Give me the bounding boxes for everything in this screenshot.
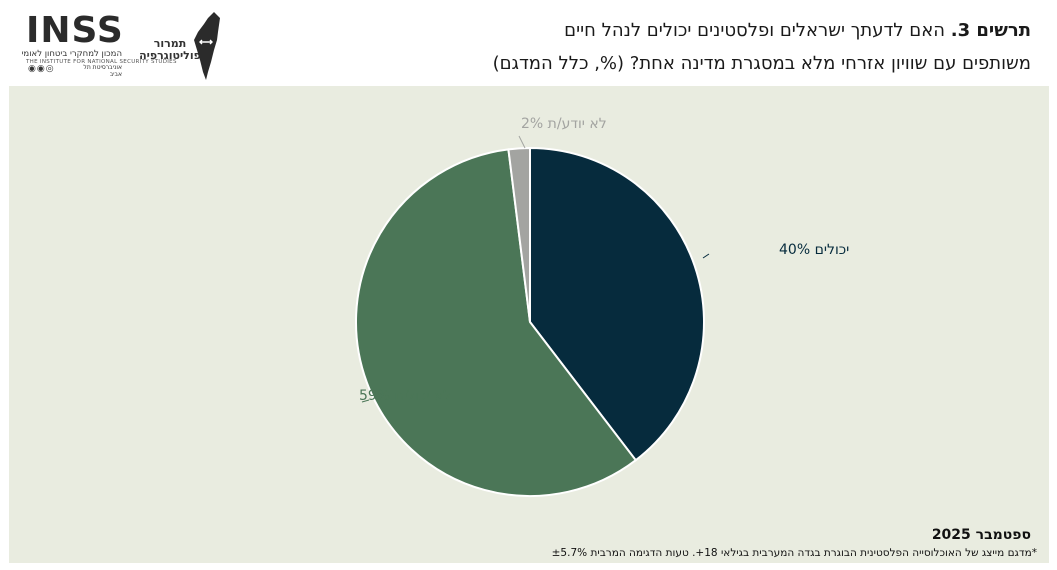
pie-slices: [355, 146, 705, 497]
tamrur-logo: תמרור פוליטוגרפיה: [134, 10, 224, 82]
map-icon: [194, 12, 220, 80]
inss-logo-subtitle: המכון למחקרי ביטחון לאומי: [21, 49, 122, 59]
title-line-2: משותפים עם שוויון אזרחי מלא במסגרת מדינה…: [492, 53, 1031, 74]
plot-area: יכולים 40% לא יכולים 59% לא יודע/ת 2% ספטמ…: [9, 86, 1049, 563]
tamrur-logo-line1: תמרור: [153, 37, 187, 50]
title-question-part1: האם לדעתך ישראלים ופלסטינים יכולים לנהל …: [564, 20, 945, 41]
chart-title: תרשים 3. האם לדעתך ישראלים ופלסטינים יכו…: [493, 14, 1031, 80]
title-figure-number: תרשים 3.: [950, 20, 1031, 41]
inss-logo-word: INSS: [26, 10, 124, 51]
leader-line-1: [361, 399, 370, 403]
tamrur-logo-text: תמרור פוליטוגרפיה: [134, 38, 206, 62]
footer-note: *מדגם מייצג של האוכלוסייה הפלסטינית הבוג…: [551, 547, 1037, 559]
leader-line-2: [518, 135, 526, 149]
header: INSS המכון למחקרי ביטחון לאומי THE INSTI…: [0, 0, 1057, 86]
pie-chart: יכולים 40% לא יכולים 59% לא יודע/ת 2%: [355, 116, 849, 497]
title-line-1: תרשים 3. האם לדעתך ישראלים ופלסטינים יכו…: [493, 14, 1031, 47]
leader-line-0: [702, 253, 710, 259]
pie-label-cannot: לא יכולים 59%: [359, 388, 451, 404]
inss-logo-english: THE INSTITUTE FOR NATIONAL SECURITY STUD…: [26, 59, 177, 65]
footer-date: ספטמבר 2025: [931, 527, 1031, 543]
pie-label-dontknow: לא יודע/ת 2%: [521, 116, 607, 132]
inss-circles-icon: ◉◉◎: [28, 64, 55, 74]
pie-labels: יכולים 40% לא יכולים 59% לא יודע/ת 2%: [359, 116, 849, 404]
tamrur-logo-line2: פוליטוגרפיה: [139, 49, 201, 62]
pie-label-can: יכולים 40%: [779, 242, 849, 258]
inss-logo: INSS המכון למחקרי ביטחון לאומי THE INSTI…: [21, 10, 177, 79]
pie-slice-can: [529, 146, 705, 462]
inss-logo-university: אוניברסיטת תל אביב: [83, 64, 122, 78]
pie-slice-cannot: [355, 148, 638, 497]
pie-slice-dontknow: [507, 146, 531, 323]
